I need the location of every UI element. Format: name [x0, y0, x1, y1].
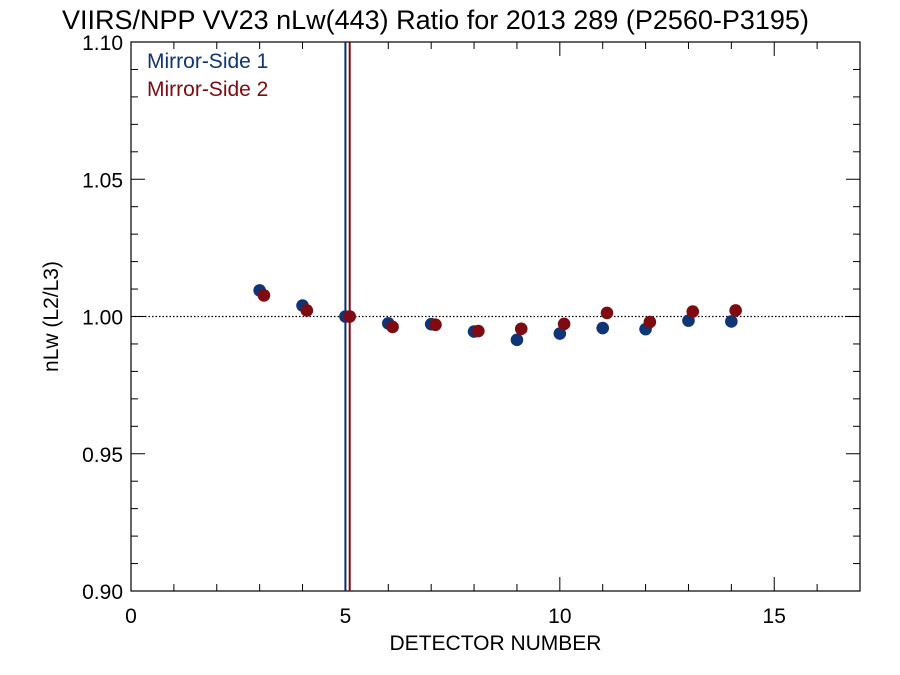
y-tick-label: 0.95 — [82, 444, 123, 467]
y-tick-label: 1.05 — [82, 169, 123, 192]
chart-title: VIIRS/NPP VV23 nLw(443) Ratio for 2013 2… — [62, 5, 809, 35]
data-point-series-2 — [300, 304, 314, 317]
data-point-series-2 — [686, 305, 700, 318]
data-point-series-2 — [343, 310, 357, 323]
legend: Mirror-Side 1 Mirror-Side 2 — [147, 50, 268, 101]
y-tick-label: 0.90 — [82, 581, 123, 604]
data-point-series-2 — [729, 304, 742, 317]
data-point-series-2 — [386, 320, 399, 334]
plot-area: 0 5 10 15 0.90 0.95 1.00 1.05 1.10 — [82, 32, 861, 628]
data-point-series-1 — [510, 333, 524, 347]
data-point-series-2 — [257, 289, 271, 302]
x-tick-label: 0 — [125, 605, 137, 628]
data-point-series-1 — [725, 315, 738, 328]
legend-entry: Mirror-Side 2 — [147, 78, 268, 101]
data-point-series-2 — [514, 322, 528, 336]
data-point-series-2 — [643, 315, 657, 329]
x-axis-label: DETECTOR NUMBER — [390, 632, 602, 655]
x-tick-label: 5 — [340, 605, 352, 628]
data-point-series-2 — [429, 318, 442, 332]
y-axis-label: nLw (L2/L3) — [40, 261, 63, 372]
legend-entry: Mirror-Side 1 — [147, 50, 268, 73]
data-point-series-1 — [553, 327, 567, 340]
x-tick-label: 10 — [548, 605, 571, 628]
data-point-series-2 — [472, 324, 485, 338]
y-tick-label: 1.00 — [82, 307, 123, 330]
y-tick-label: 1.10 — [82, 32, 123, 55]
x-tick-label: 15 — [763, 605, 786, 628]
data-point-series-2 — [600, 306, 614, 320]
data-point-series-1 — [596, 321, 610, 335]
data-point-series-2 — [557, 317, 571, 331]
